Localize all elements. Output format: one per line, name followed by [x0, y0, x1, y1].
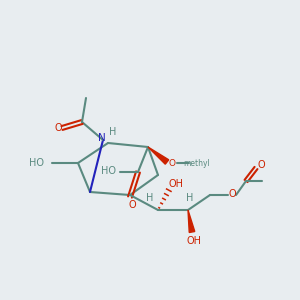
Text: O: O — [169, 158, 176, 167]
Text: H: H — [109, 127, 117, 137]
Text: HO: HO — [101, 166, 116, 176]
Text: OH: OH — [187, 236, 202, 246]
Text: HO: HO — [29, 158, 44, 168]
Text: N: N — [98, 133, 106, 143]
Text: O: O — [257, 160, 265, 170]
Polygon shape — [188, 210, 195, 233]
Text: O: O — [128, 200, 136, 210]
Text: OH: OH — [169, 179, 184, 189]
Text: O: O — [54, 123, 62, 133]
Polygon shape — [148, 147, 169, 164]
Text: O: O — [228, 189, 236, 199]
Text: methyl: methyl — [184, 158, 210, 167]
Text: H: H — [146, 193, 154, 203]
Text: H: H — [186, 193, 194, 203]
